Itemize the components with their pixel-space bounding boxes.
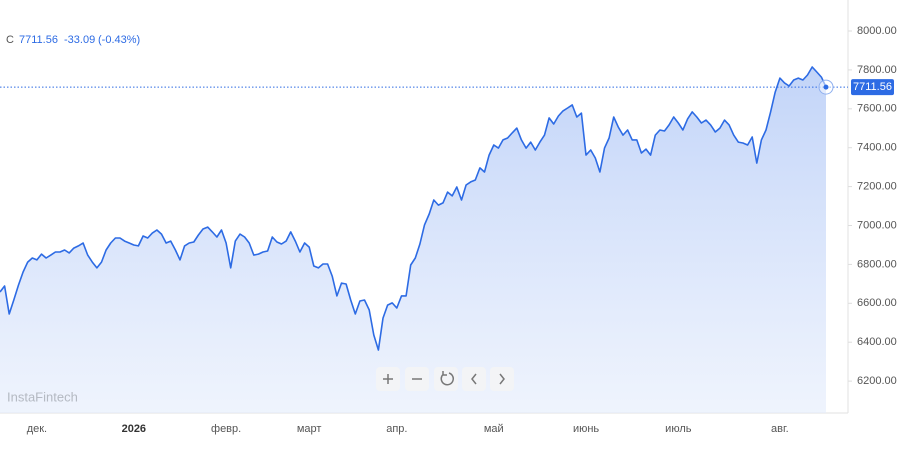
y-tick-label: 7000.00 xyxy=(857,219,897,231)
y-tick-label: 8000.00 xyxy=(857,25,897,37)
x-tick-label: март xyxy=(297,423,322,435)
scroll-left-icon xyxy=(471,373,477,385)
line xyxy=(0,66,827,351)
last-price-box xyxy=(851,79,894,96)
y-tick-label: 6200.00 xyxy=(857,375,897,387)
y-tick-label: 7800.00 xyxy=(857,64,897,76)
watermark: InstaFintech xyxy=(7,389,78,404)
toolbar xyxy=(376,367,514,391)
y-tick-label: 6600.00 xyxy=(857,297,897,309)
last-price-label: 7711.56 xyxy=(853,81,892,93)
last-price: 7711.56 xyxy=(19,34,58,46)
area xyxy=(0,67,826,413)
y-tick-label: 7400.00 xyxy=(857,142,897,154)
change-percent: (-0.43%) xyxy=(98,34,140,46)
plot xyxy=(0,66,827,413)
symbol: C xyxy=(6,34,14,46)
x-tick-label: апр. xyxy=(386,423,407,435)
y-tick-label: 7600.00 xyxy=(857,103,897,115)
x-tick-label: июль xyxy=(665,423,692,435)
last-point xyxy=(823,84,829,90)
x-tick-label: 2026 xyxy=(122,423,146,435)
x-tick-label: дек. xyxy=(27,423,47,435)
zoom-in-icon xyxy=(383,374,393,384)
y-tick-label: 6800.00 xyxy=(857,258,897,270)
x-tick-label: авг. xyxy=(771,423,789,435)
x-tick-label: май xyxy=(484,423,504,435)
scroll-left-button[interactable] xyxy=(462,367,486,391)
x-tick-label: февр. xyxy=(211,423,241,435)
change: -33.09 xyxy=(64,34,95,46)
scroll-right-icon xyxy=(499,373,505,385)
reset-button[interactable] xyxy=(434,367,458,391)
x-tick-label: июнь xyxy=(573,423,599,435)
y-tick-label: 6400.00 xyxy=(857,336,897,348)
scroll-right-button[interactable] xyxy=(490,367,514,391)
reset-icon xyxy=(440,371,454,386)
y-tick-label: 7200.00 xyxy=(857,181,897,193)
